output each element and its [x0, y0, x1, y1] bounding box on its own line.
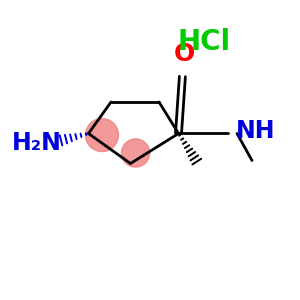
- Text: H₂N: H₂N: [12, 130, 62, 154]
- Circle shape: [122, 139, 150, 167]
- Text: O: O: [174, 42, 195, 66]
- Circle shape: [85, 118, 118, 152]
- Text: NH: NH: [236, 118, 275, 142]
- Text: HCl: HCl: [177, 28, 231, 56]
